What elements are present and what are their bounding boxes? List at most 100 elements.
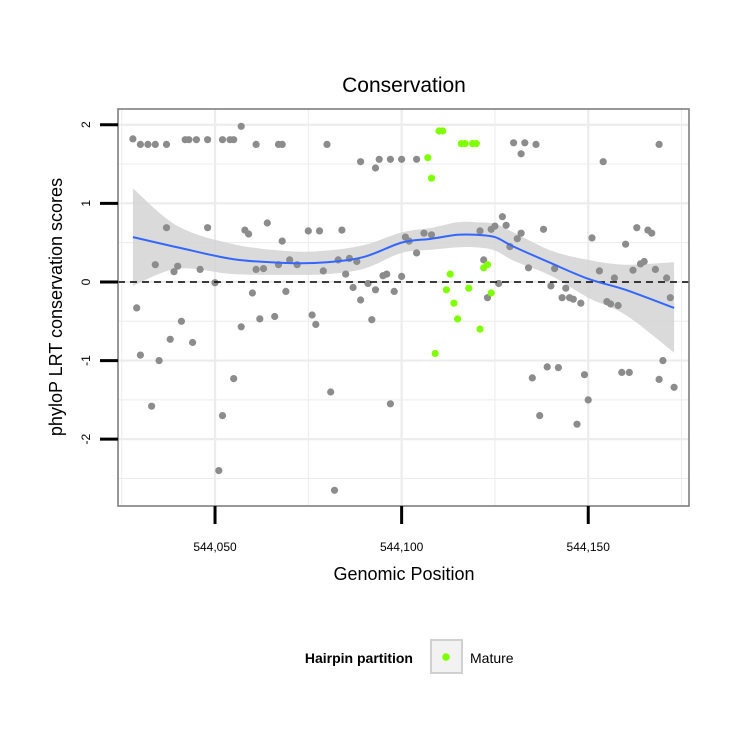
data-point xyxy=(364,279,372,288)
panel-border xyxy=(117,108,690,507)
legend-key-box xyxy=(430,639,463,674)
x-tick-label: 544,100 xyxy=(380,540,424,554)
data-point xyxy=(245,230,253,238)
data-point xyxy=(252,140,260,148)
panel-background xyxy=(118,109,689,506)
data-point xyxy=(177,317,185,325)
data-point xyxy=(551,265,559,273)
legend: Hairpin partition Mature xyxy=(305,639,514,674)
data-point xyxy=(278,237,286,245)
data-point xyxy=(218,412,227,420)
data-point xyxy=(151,261,159,269)
data-point xyxy=(607,300,615,308)
data-point xyxy=(357,158,365,166)
data-point xyxy=(271,312,279,321)
data-point xyxy=(517,229,525,237)
x-axis: 544,050 544,100 544,150 xyxy=(193,506,610,554)
data-point xyxy=(304,227,312,235)
data-point-mature xyxy=(454,315,462,323)
data-point xyxy=(640,257,648,266)
data-point xyxy=(532,140,540,148)
data-point xyxy=(327,388,335,396)
data-point xyxy=(524,264,533,272)
data-point xyxy=(282,287,290,295)
data-point xyxy=(319,267,327,275)
data-point xyxy=(263,219,271,227)
data-point xyxy=(622,240,630,248)
data-point xyxy=(218,136,227,144)
data-point xyxy=(413,155,421,163)
data-point-mature xyxy=(472,140,480,148)
data-point xyxy=(330,486,339,494)
data-point xyxy=(670,383,678,391)
data-point xyxy=(349,283,357,292)
data-point xyxy=(129,135,137,143)
data-point xyxy=(237,323,245,331)
data-point xyxy=(390,287,398,295)
data-point xyxy=(162,224,171,232)
data-point xyxy=(386,400,394,408)
data-point xyxy=(259,265,268,273)
data-point xyxy=(252,265,260,273)
data-point xyxy=(136,351,144,359)
data-point xyxy=(536,412,544,420)
data-point xyxy=(162,140,171,148)
data-point xyxy=(371,164,380,172)
x-axis-title: Genomic Position xyxy=(333,564,474,584)
data-point xyxy=(398,155,406,163)
data-point-mature xyxy=(476,325,484,333)
data-point xyxy=(610,274,619,282)
data-point xyxy=(398,272,406,280)
plot-panel xyxy=(117,108,690,507)
data-point xyxy=(286,256,294,264)
data-point xyxy=(543,363,551,371)
data-point xyxy=(312,320,320,328)
y-tick-label: 1 xyxy=(79,200,93,207)
data-point xyxy=(204,224,212,232)
data-point-mature xyxy=(427,174,436,182)
data-point xyxy=(517,150,525,158)
data-point xyxy=(595,267,604,275)
data-point xyxy=(196,265,204,273)
data-point xyxy=(618,368,626,376)
data-point xyxy=(420,229,428,237)
data-point xyxy=(192,136,200,144)
data-point xyxy=(663,274,671,282)
data-point xyxy=(151,140,159,148)
data-point-mature xyxy=(487,289,495,297)
data-point xyxy=(278,140,286,148)
data-point xyxy=(133,304,141,312)
data-point xyxy=(633,224,641,232)
data-point xyxy=(476,227,484,235)
data-point-mature xyxy=(446,270,454,278)
data-point xyxy=(521,139,529,147)
data-point xyxy=(315,227,324,235)
data-point xyxy=(629,266,637,274)
data-point xyxy=(413,249,421,257)
data-point xyxy=(655,375,663,383)
data-point xyxy=(480,256,488,264)
data-point xyxy=(386,155,394,163)
data-point xyxy=(166,335,174,343)
data-point xyxy=(562,284,570,292)
data-point xyxy=(136,140,144,148)
data-point xyxy=(256,315,264,323)
data-point xyxy=(625,368,633,376)
data-point xyxy=(144,140,152,148)
legend-title: Hairpin partition xyxy=(305,650,413,666)
data-point xyxy=(569,295,577,303)
y-tick-label: 2 xyxy=(79,121,93,128)
data-point xyxy=(357,296,365,304)
data-point xyxy=(509,139,518,147)
data-point-mature xyxy=(431,349,439,358)
data-point xyxy=(588,234,596,242)
data-point xyxy=(383,270,391,278)
data-point xyxy=(584,396,592,404)
data-point-mature xyxy=(442,286,450,294)
data-point xyxy=(498,213,506,221)
data-point xyxy=(230,136,238,144)
data-point xyxy=(237,122,245,130)
y-tick-label: 0 xyxy=(79,278,93,285)
data-point xyxy=(148,402,156,410)
